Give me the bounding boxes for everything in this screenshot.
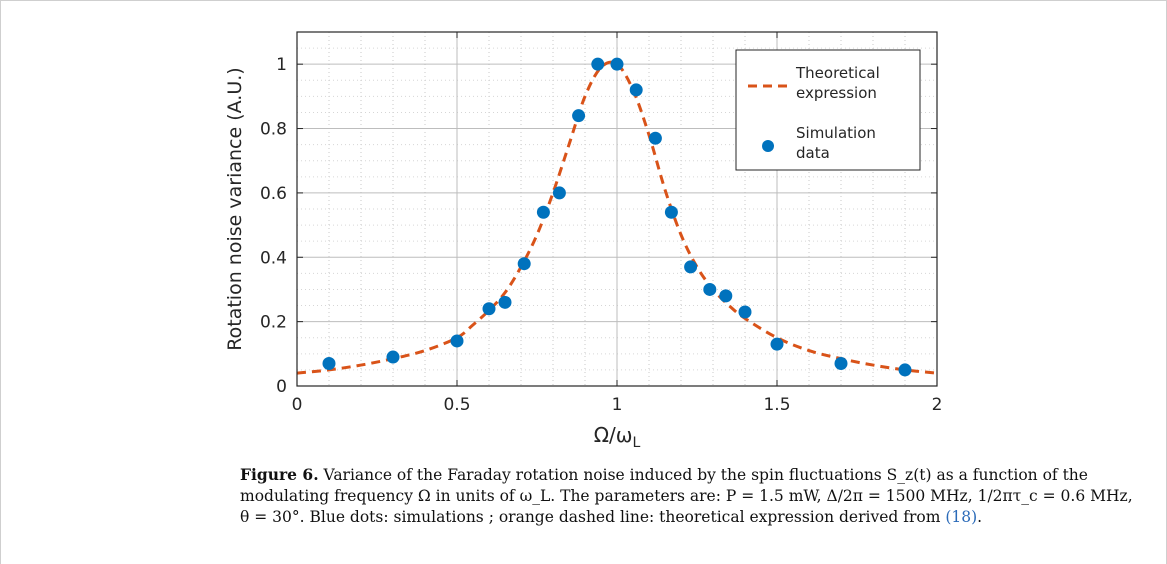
legend-swatch-simulation [762,140,774,152]
x-tick-label: 0.5 [443,395,470,415]
equation-reference-link[interactable]: (18) [945,508,978,526]
data-point [498,295,512,309]
y-axis-label: Rotation noise variance (A.U.) [224,67,246,350]
tick-labels: 0 0.5 1 1.5 2 0 0.2 0.4 0.6 0.8 1 [260,55,942,415]
x-axis-label-subscript: L [632,435,640,451]
caption-label: Figure 6. [240,465,319,484]
scatter-plot: 0 0.5 1 1.5 2 0 0.2 0.4 0.6 0.8 1 Rotation noise v… [224,31,942,451]
data-point [664,205,678,219]
data-point [738,305,752,319]
figure-caption: Figure 6. Variance of the Faraday rotati… [240,464,1140,528]
legend-entry-theory: Theoretical expression [795,64,885,102]
legend: Theoretical expression Simulation data [735,49,921,171]
data-point [703,282,717,296]
y-tick-label: 0 [276,377,287,397]
data-point [322,356,336,370]
caption-text: Variance of the Faraday rotation noise i… [240,466,1133,526]
y-tick-label: 0.4 [260,248,287,268]
y-tick-label: 0.2 [260,313,287,333]
data-point [450,334,464,348]
x-tick-label: 1 [612,395,623,415]
axis-ticks [296,32,938,387]
data-point [591,57,605,71]
data-point [386,350,400,364]
data-point [517,257,531,271]
legend-entry-simulation: Simulation data [796,124,881,162]
data-point [684,260,698,274]
simulation-series [322,57,912,377]
data-point [536,205,550,219]
x-tick-label: 1.5 [763,395,790,415]
x-axis-label: Ω/ωL [594,423,641,451]
data-point [552,186,566,200]
data-point [648,131,662,145]
data-point [482,302,496,316]
data-point [719,289,733,303]
data-point [898,363,912,377]
data-point [610,57,624,71]
y-tick-label: 0.8 [260,120,287,140]
y-tick-label: 1 [276,55,287,75]
caption-end: . [977,508,983,526]
x-tick-label: 2 [932,395,943,415]
y-tick-label: 0.6 [260,184,287,204]
data-point [572,109,586,123]
data-point [834,356,848,370]
x-axis-label-main: Ω/ω [594,423,633,447]
data-point [770,337,784,351]
x-tick-label: 0 [292,395,303,415]
data-point [629,83,643,97]
